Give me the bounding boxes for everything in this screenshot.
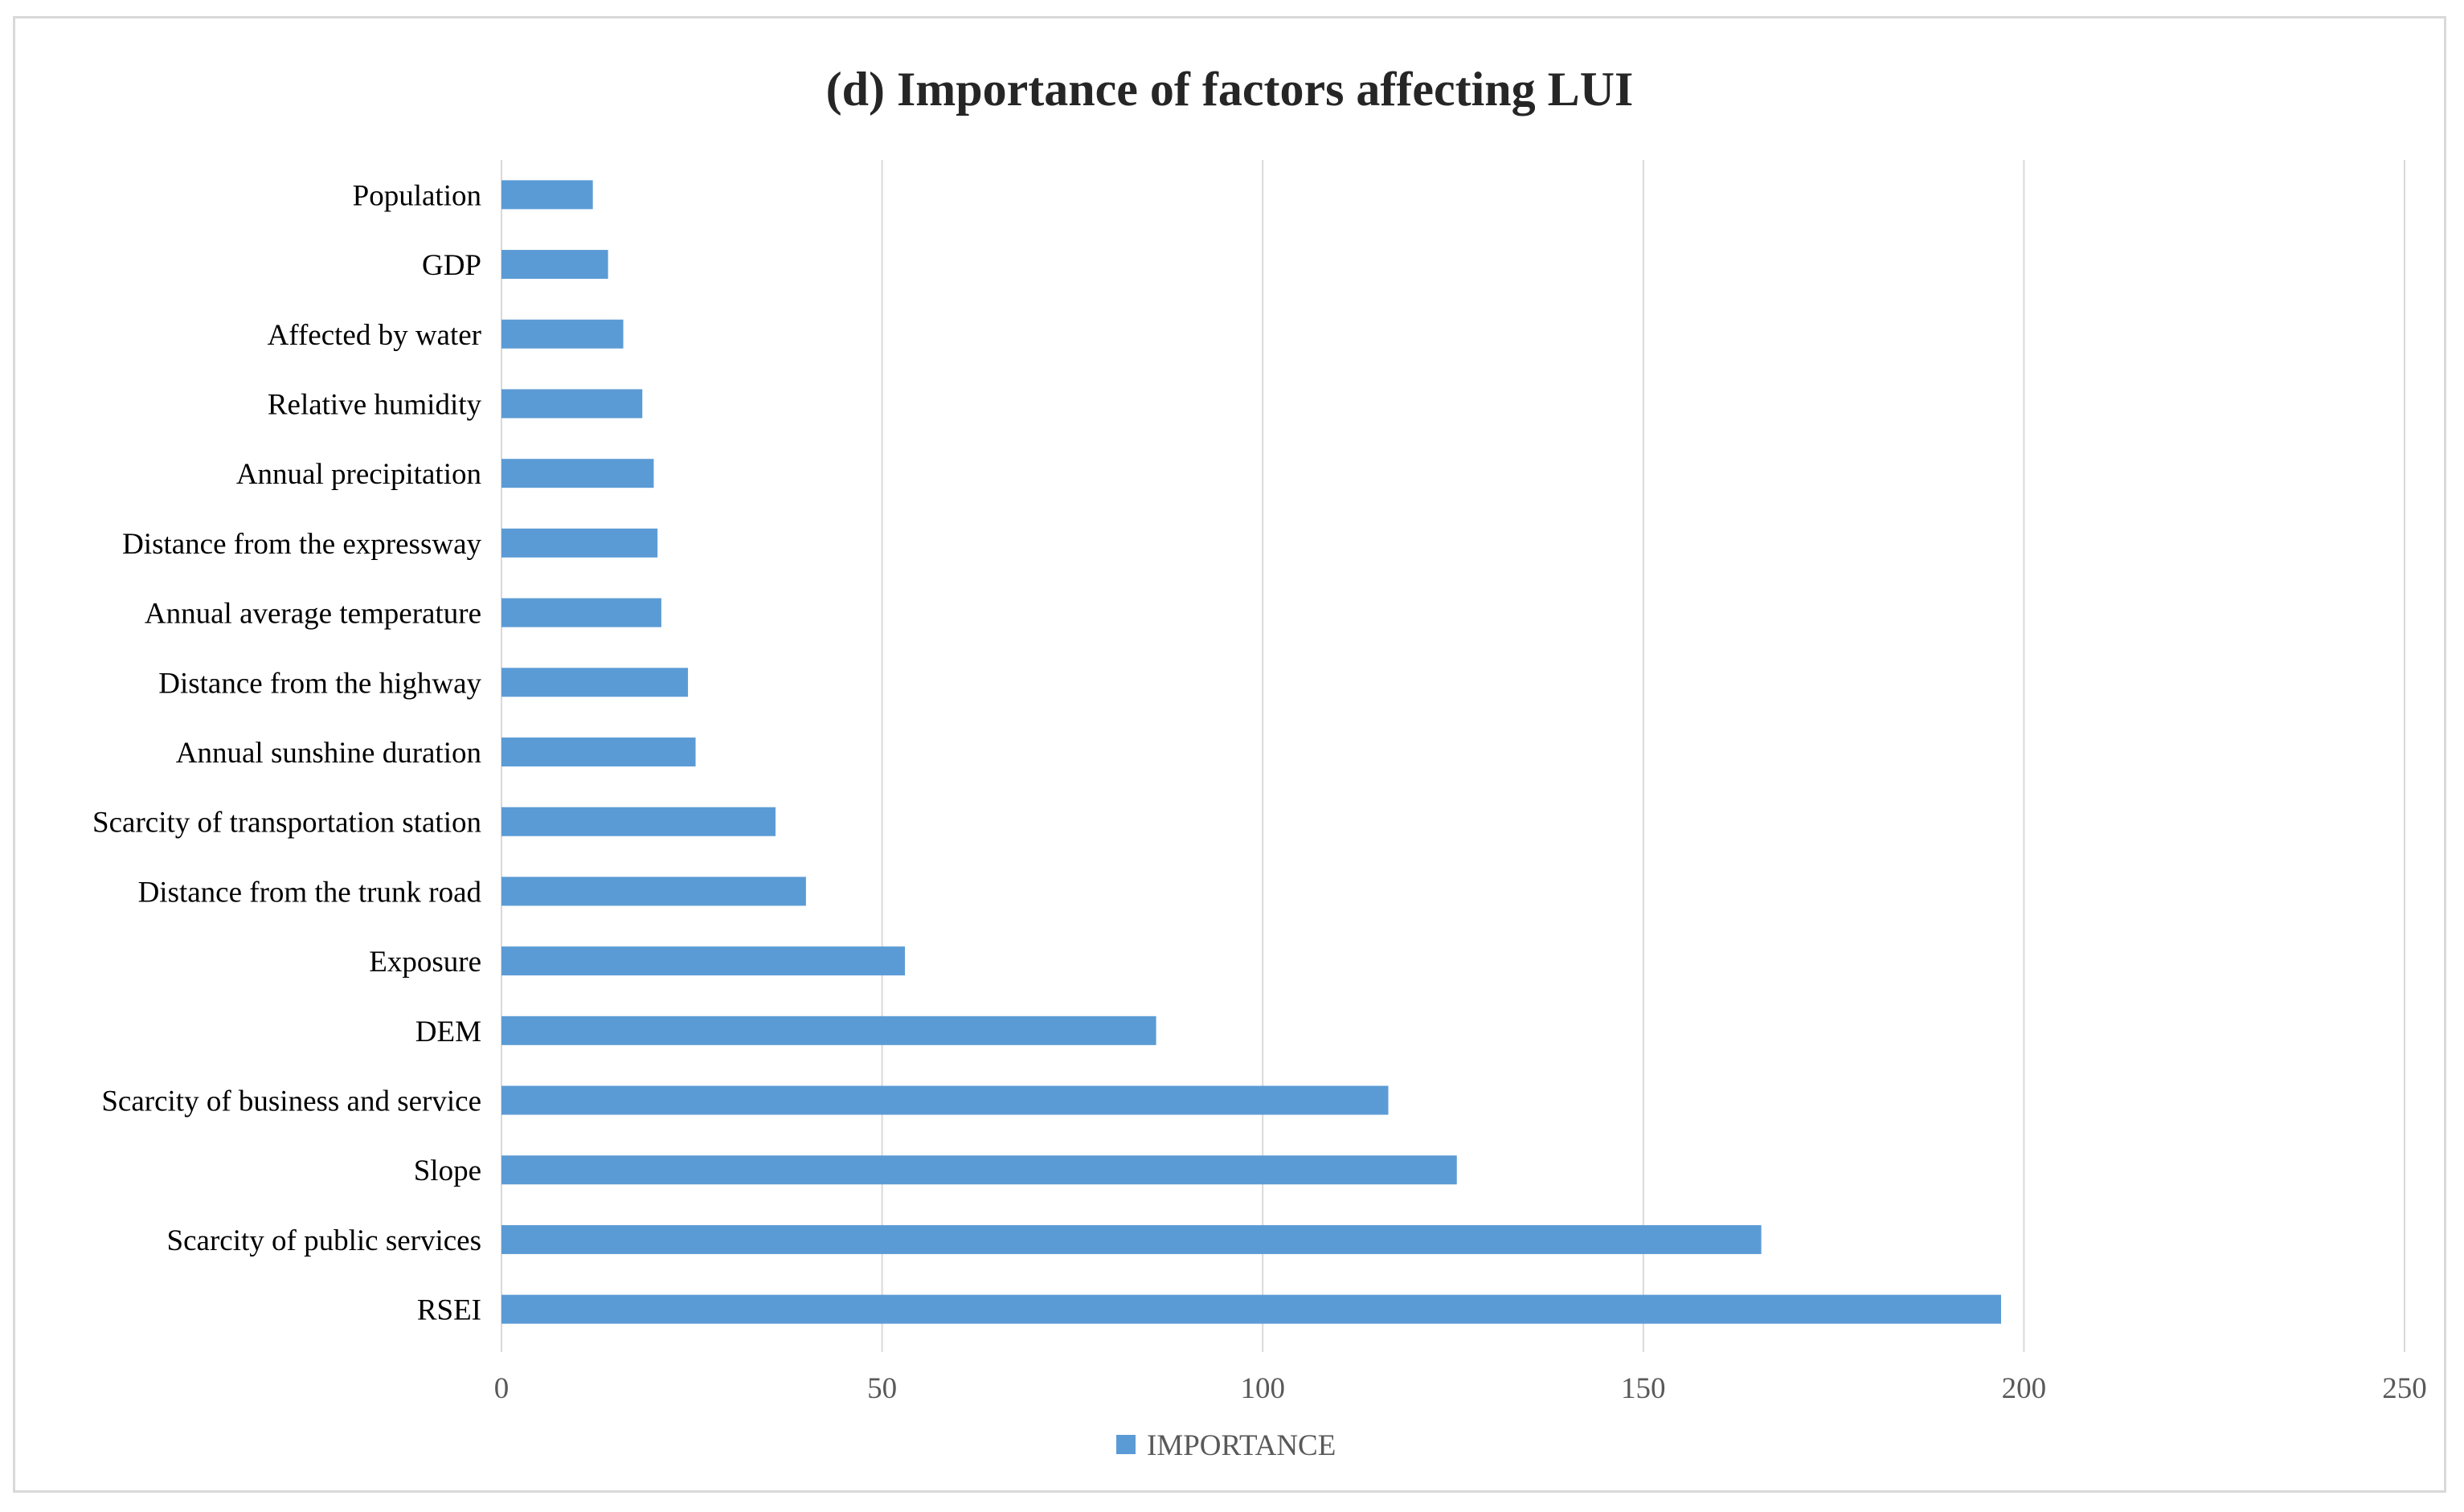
category-label: GDP — [422, 249, 481, 282]
x-tick-label: 0 — [494, 1372, 510, 1405]
category-label: Exposure — [369, 946, 481, 979]
bar — [501, 1155, 1457, 1185]
bar — [501, 1085, 1389, 1115]
category-label: Annual average temperature — [145, 598, 481, 631]
bar — [501, 250, 608, 280]
bar — [501, 807, 776, 836]
bar — [501, 598, 661, 627]
category-label: DEM — [415, 1015, 481, 1048]
category-labels: Population GDP Affected by water Relative h… — [92, 179, 481, 1326]
x-tick-label: 150 — [1621, 1372, 1666, 1405]
bar — [501, 319, 624, 349]
bar — [501, 668, 689, 697]
legend: IMPORTANCE — [1116, 1429, 1336, 1462]
chart-frame: (d) Importance of factors affecting LUI … — [13, 16, 2446, 1493]
bar — [501, 528, 658, 558]
bar — [501, 946, 906, 976]
gridlines — [501, 160, 2405, 1352]
category-label: Scarcity of public services — [167, 1224, 481, 1257]
x-axis-tick-labels: 0 50 100 150 200 250 — [494, 1372, 2427, 1405]
bars — [501, 180, 2001, 1324]
chart-title: (d) Importance of factors affecting LUI — [826, 63, 1634, 116]
legend-swatch — [1116, 1435, 1136, 1454]
bar — [501, 1015, 1156, 1045]
category-label: Scarcity of transportation station — [92, 807, 481, 840]
bar — [501, 180, 593, 210]
bar — [501, 877, 806, 906]
category-label: Distance from the trunk road — [138, 876, 482, 909]
category-label: RSEI — [417, 1294, 481, 1327]
category-label: Distance from the expressway — [122, 528, 481, 561]
x-tick-label: 200 — [2002, 1372, 2047, 1405]
category-label: Affected by water — [268, 319, 481, 352]
category-label: Relative humidity — [268, 388, 482, 421]
bar — [501, 1224, 1762, 1254]
bar — [501, 738, 696, 766]
category-label: Population — [353, 179, 481, 212]
category-label: Annual sunshine duration — [176, 737, 481, 770]
bar — [501, 389, 643, 419]
category-label: Scarcity of business and service — [101, 1085, 481, 1118]
bar — [501, 1294, 2001, 1324]
legend-label: IMPORTANCE — [1147, 1429, 1336, 1462]
bar — [501, 459, 654, 488]
category-label: Slope — [414, 1154, 481, 1187]
chart-svg: (d) Importance of factors affecting LUI … — [92, 63, 2427, 1462]
category-label: Annual precipitation — [236, 458, 481, 491]
x-tick-label: 100 — [1240, 1372, 1285, 1405]
x-tick-label: 250 — [2382, 1372, 2427, 1405]
category-label: Distance from the highway — [158, 667, 481, 700]
x-tick-label: 50 — [867, 1372, 897, 1405]
